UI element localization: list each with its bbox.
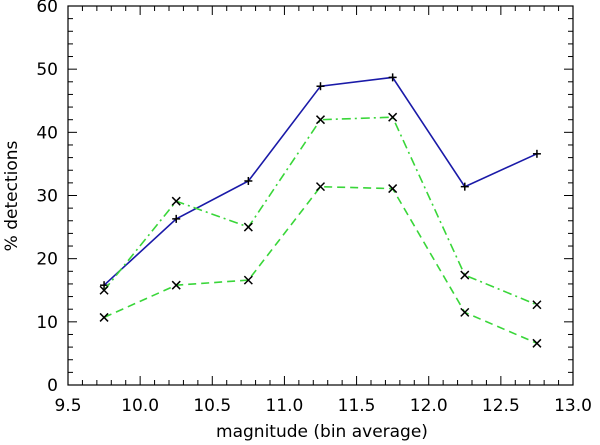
series-line-1 [103, 76, 538, 286]
x-marker-b [171, 280, 181, 290]
x-marker-b [315, 115, 326, 125]
x-marker-b [388, 184, 398, 194]
x-marker-b [99, 285, 109, 295]
data-point-1 [460, 182, 469, 191]
axis-ticks: 9.5 10.0 10.5 11.0 11.5 12.0 12.5 13.0 0 10 20 30 40… [36, 0, 592, 416]
y-tick-label: 50 [36, 60, 58, 80]
y-tick-label: 20 [36, 250, 58, 270]
x-marker-b [388, 112, 398, 122]
x-tick-label: 11.5 [338, 396, 376, 416]
plot-frame [67, 5, 574, 386]
x-marker-b [460, 307, 470, 317]
data-point-1 [100, 281, 109, 290]
y-tick-label: 0 [47, 376, 58, 396]
x-tick-label: 9.5 [54, 396, 81, 416]
y-tick-label: 30 [36, 187, 58, 207]
series-layer [99, 73, 542, 348]
data-point-2 [388, 112, 398, 122]
data-point-3 [243, 275, 253, 285]
plot-area [67, 5, 574, 386]
x-marker-b [99, 312, 109, 322]
data-point-3 [460, 307, 470, 317]
y-tick-label: 40 [36, 123, 58, 143]
x-tick-label: 12.5 [482, 396, 520, 416]
data-point-1 [316, 82, 325, 91]
data-point-1 [244, 176, 253, 185]
data-point-1 [172, 214, 181, 223]
x-marker-b [315, 182, 326, 192]
data-point-2 [315, 115, 326, 125]
data-point-3 [315, 182, 326, 192]
data-point-3 [171, 280, 181, 290]
x-tick-label: 12.0 [410, 396, 448, 416]
data-point-2 [460, 270, 470, 280]
data-point-3 [388, 184, 398, 194]
data-point-2 [99, 285, 109, 295]
x-marker-b [243, 222, 253, 232]
series-line-2 [103, 116, 538, 306]
x-marker-b [243, 275, 253, 285]
data-point-1 [388, 73, 397, 82]
data-point-2 [243, 222, 253, 232]
x-tick-label: 11.0 [265, 396, 303, 416]
y-axis-title: % detections [2, 141, 22, 252]
data-point-3 [532, 338, 542, 348]
x-marker-b [460, 270, 470, 280]
y-tick-label: 60 [36, 0, 58, 17]
data-point-2 [532, 300, 542, 310]
x-marker-b [171, 196, 181, 206]
data-point-1 [532, 149, 541, 158]
x-marker-b [532, 338, 542, 348]
x-axis-title: magnitude (bin average) [216, 422, 428, 442]
x-tick-label: 13.0 [554, 396, 592, 416]
x-marker-b [532, 300, 542, 310]
x-tick-label: 10.0 [121, 396, 159, 416]
data-point-3 [99, 312, 109, 322]
y-tick-label: 10 [36, 313, 58, 333]
data-point-2 [171, 196, 181, 206]
x-tick-label: 10.5 [193, 396, 231, 416]
